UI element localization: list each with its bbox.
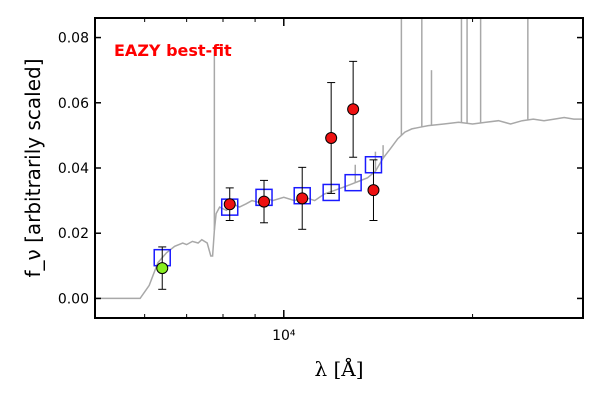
model-flux-box xyxy=(344,173,362,192)
y-tick-label: 0.04 xyxy=(58,161,89,177)
template-spectrum xyxy=(95,116,583,300)
plot-series xyxy=(95,18,583,300)
x-axis-label: λ [Å] xyxy=(314,356,363,381)
observed-point-highlight xyxy=(156,262,169,275)
observed-point xyxy=(258,195,271,208)
y-tick-label: 0.06 xyxy=(58,96,89,112)
axes: 0.00 0.02 0.04 0.06 0.08 10⁴ xyxy=(58,17,584,344)
y-tick-label: 0.08 xyxy=(58,31,89,47)
x-tick-label: 10⁴ xyxy=(272,328,296,344)
annotation-label: EAZY best-fit xyxy=(114,41,232,60)
observed-point xyxy=(367,184,380,197)
y-tick-label: 0.02 xyxy=(58,226,89,242)
observed-point xyxy=(347,103,360,116)
observed-point xyxy=(223,198,236,211)
observed-point xyxy=(325,132,338,144)
y-axis-label: f_ν [arbitrarily scaled] xyxy=(21,59,45,278)
plot-frame xyxy=(94,17,584,319)
y-tick-label: 0.00 xyxy=(58,291,89,307)
observed-point xyxy=(296,192,309,205)
